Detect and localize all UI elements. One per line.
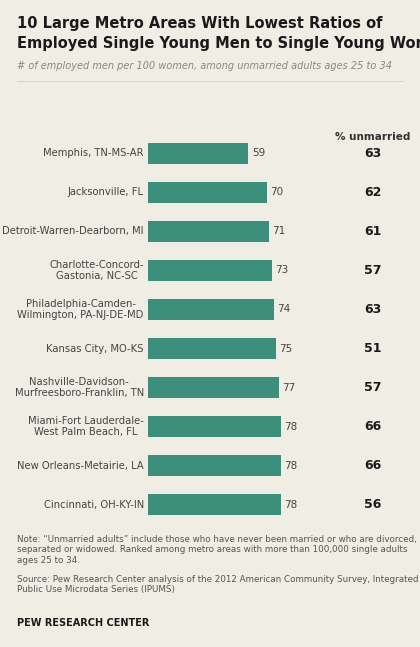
Text: 77: 77 bbox=[282, 382, 296, 393]
Text: 59: 59 bbox=[252, 148, 265, 159]
Text: Note: “Unmarried adults” include those who have never been married or who are di: Note: “Unmarried adults” include those w… bbox=[17, 535, 417, 565]
Text: PEW RESEARCH CENTER: PEW RESEARCH CENTER bbox=[17, 618, 149, 628]
Text: 51: 51 bbox=[364, 342, 382, 355]
Bar bbox=[148, 300, 274, 320]
Bar bbox=[148, 377, 279, 398]
Text: 57: 57 bbox=[364, 264, 382, 277]
Bar bbox=[148, 494, 281, 515]
Text: 66: 66 bbox=[365, 420, 382, 433]
Bar bbox=[148, 338, 276, 358]
Text: 56: 56 bbox=[364, 498, 382, 511]
Text: 63: 63 bbox=[365, 303, 382, 316]
Text: Source: Pew Research Center analysis of the 2012 American Community Survey, Inte: Source: Pew Research Center analysis of … bbox=[17, 575, 418, 595]
Text: Charlotte-Concord-
Gastonia, NC-SC: Charlotte-Concord- Gastonia, NC-SC bbox=[49, 259, 144, 281]
Text: 78: 78 bbox=[284, 499, 297, 510]
Text: % unmarried: % unmarried bbox=[335, 131, 411, 142]
Text: 74: 74 bbox=[277, 305, 291, 314]
Text: Kansas City, MO-KS: Kansas City, MO-KS bbox=[47, 344, 144, 353]
Text: Detroit-Warren-Dearborn, MI: Detroit-Warren-Dearborn, MI bbox=[2, 226, 144, 236]
Bar bbox=[148, 417, 281, 437]
Text: Memphis, TN-MS-AR: Memphis, TN-MS-AR bbox=[43, 148, 144, 159]
Text: 73: 73 bbox=[276, 265, 289, 276]
Text: Cincinnati, OH-KY-IN: Cincinnati, OH-KY-IN bbox=[44, 499, 144, 510]
Text: 57: 57 bbox=[364, 381, 382, 394]
Text: Nashville-Davidson-
Murfreesboro-Franklin, TN: Nashville-Davidson- Murfreesboro-Frankli… bbox=[15, 377, 144, 399]
Text: 10 Large Metro Areas With Lowest Ratios of: 10 Large Metro Areas With Lowest Ratios … bbox=[17, 16, 382, 31]
Text: Philadelphia-Camden-
Wilmington, PA-NJ-DE-MD: Philadelphia-Camden- Wilmington, PA-NJ-D… bbox=[17, 299, 144, 320]
Bar bbox=[148, 260, 272, 281]
Text: 71: 71 bbox=[272, 226, 285, 236]
Text: 61: 61 bbox=[364, 225, 382, 238]
Text: 66: 66 bbox=[365, 459, 382, 472]
Text: Employed Single Young Men to Single Young Women: Employed Single Young Men to Single Youn… bbox=[17, 36, 420, 50]
Text: 62: 62 bbox=[364, 186, 382, 199]
Text: Miami-Fort Lauderdale-
West Palm Beach, FL: Miami-Fort Lauderdale- West Palm Beach, … bbox=[28, 416, 144, 437]
Text: 63: 63 bbox=[365, 147, 382, 160]
Text: 70: 70 bbox=[270, 188, 284, 197]
Bar bbox=[148, 221, 269, 241]
Text: # of employed men per 100 women, among unmarried adults ages 25 to 34: # of employed men per 100 women, among u… bbox=[17, 61, 392, 71]
Text: Jacksonville, FL: Jacksonville, FL bbox=[68, 188, 144, 197]
Text: New Orleans-Metairie, LA: New Orleans-Metairie, LA bbox=[17, 461, 144, 470]
Bar bbox=[148, 143, 248, 164]
Bar bbox=[148, 182, 267, 203]
Text: 78: 78 bbox=[284, 422, 297, 432]
Text: 78: 78 bbox=[284, 461, 297, 470]
Bar bbox=[148, 455, 281, 476]
Text: 75: 75 bbox=[279, 344, 292, 353]
